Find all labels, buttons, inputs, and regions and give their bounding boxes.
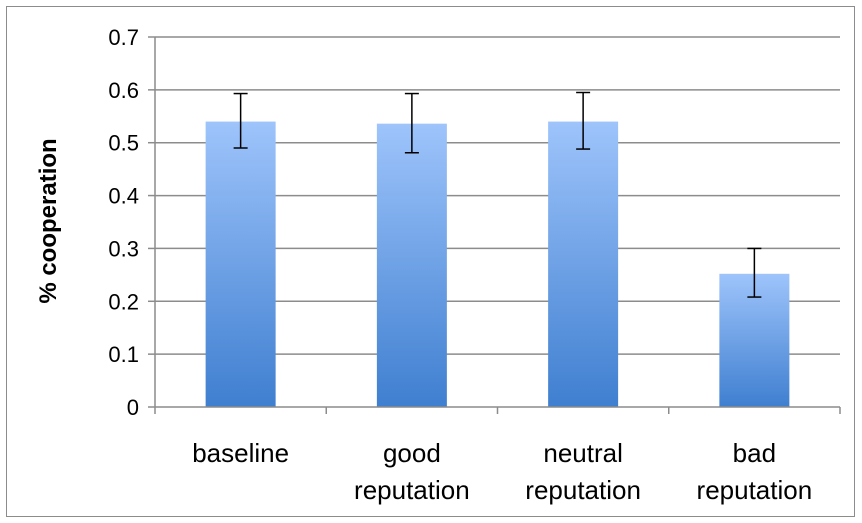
- labels: 0 0.1 0.2 0.3 0.4 0.5 0.6 0.7 baseline good reputa…: [108, 25, 812, 505]
- y-tick-label: 0.5: [108, 131, 139, 156]
- y-tick-label: 0.7: [108, 25, 139, 50]
- y-tick-label: 0: [127, 395, 139, 420]
- x-category-label: good: [383, 438, 441, 468]
- error-bars: [233, 91, 762, 298]
- bar: [205, 121, 276, 408]
- x-category-label: neutral: [543, 438, 623, 468]
- y-tick-label: 0.3: [108, 236, 139, 261]
- y-axis-title: % cooperation: [35, 138, 62, 303]
- y-tick-label: 0.2: [108, 289, 139, 314]
- y-tick-label: 0.1: [108, 342, 139, 367]
- x-category-label: reputation: [525, 475, 641, 505]
- bar: [548, 121, 619, 408]
- bar: [376, 123, 447, 407]
- x-category-label: reputation: [354, 475, 470, 505]
- y-tick-label: 0.4: [108, 184, 139, 209]
- x-category-label: reputation: [697, 475, 813, 505]
- y-tick-label: 0.6: [108, 78, 139, 103]
- bars: [205, 121, 790, 408]
- x-category-label: baseline: [192, 438, 289, 468]
- x-category-label: bad: [733, 438, 776, 468]
- axes: [148, 36, 841, 414]
